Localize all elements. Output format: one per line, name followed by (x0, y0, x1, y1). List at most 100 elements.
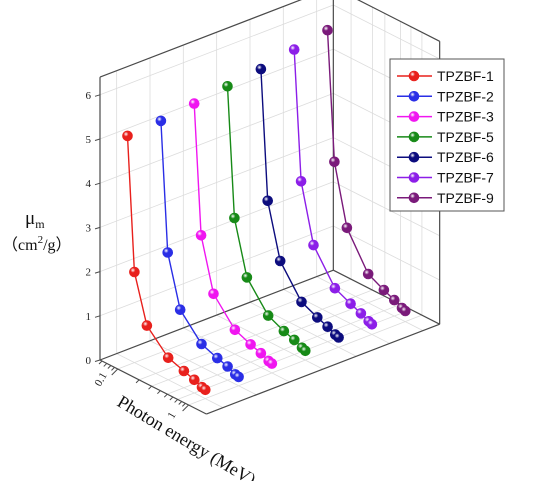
data-point (329, 156, 340, 168)
y-tick (94, 182, 101, 186)
data-point (129, 266, 140, 278)
data-point (241, 272, 253, 283)
x-minor-tick (135, 379, 140, 384)
data-point (262, 310, 274, 321)
data-point (255, 63, 267, 75)
data-point (278, 325, 290, 337)
series-tpzbf-9 (322, 24, 411, 317)
data-point (345, 298, 356, 310)
data-point (162, 247, 173, 258)
x-minor-tick (178, 401, 183, 405)
data-point (229, 212, 240, 224)
legend-item: TPZBF-7 (397, 170, 494, 186)
series-layer (122, 24, 411, 396)
x-minor-tick (163, 393, 168, 398)
y-axis-subscript: m (35, 217, 45, 231)
data-point (333, 332, 344, 343)
data-point (355, 308, 367, 319)
x-minor-tick (181, 403, 186, 407)
y-tick-label: 4 (86, 178, 92, 190)
y-tick-label: 3 (86, 222, 92, 234)
legend-label: TPZBF-3 (437, 109, 494, 125)
x-minor-tick (103, 363, 108, 367)
data-point (266, 358, 278, 369)
series-tpzbf-7 (288, 44, 378, 330)
y-axis-unit-sup: 2 (38, 234, 44, 246)
legend-marker (408, 192, 420, 204)
y-tick-label: 0 (86, 355, 92, 367)
data-point (141, 320, 153, 331)
y-tick (94, 226, 101, 230)
legend: TPZBF-1 TPZBF-2 TPZBF-3 TPZBF-5 TPZBF-6 TPZBF… (389, 58, 505, 212)
legend-frame (389, 58, 505, 212)
data-point (262, 195, 274, 207)
data-point (322, 24, 333, 36)
data-point (222, 361, 233, 372)
y-tick-label: 5 (86, 134, 92, 146)
y-tick-label: 6 (86, 90, 92, 102)
x-minor-tick (98, 360, 103, 365)
x-minor-tick (157, 390, 161, 395)
data-point (200, 384, 211, 396)
series-tpzbf-1 (122, 130, 211, 396)
y-tick (94, 315, 101, 318)
x-minor-tick (169, 396, 174, 401)
data-point (299, 345, 311, 357)
grid-line (167, 303, 401, 395)
legend-marker (408, 172, 420, 183)
data-point (288, 334, 300, 346)
data-point (229, 324, 241, 336)
data-point (245, 339, 256, 350)
data-point (296, 296, 307, 308)
x-minor-tick (174, 399, 178, 403)
x-axis-title: Photon energy (MeV) (113, 391, 259, 481)
data-point (222, 81, 233, 92)
data-point (155, 115, 167, 127)
legend-item: TPZBF-6 (397, 149, 494, 165)
y-tick (94, 138, 101, 141)
legend-marker (408, 131, 420, 143)
x-minor-tick (107, 365, 112, 369)
x-minor-tick (111, 367, 115, 371)
series-tpzbf-5 (222, 81, 311, 357)
grid-line (117, 278, 352, 370)
data-point (366, 318, 378, 330)
x-tick-label: 0.1 (92, 371, 109, 389)
y-axis-unit-tail: /g） (43, 236, 71, 254)
legend-marker (408, 91, 420, 102)
legend-label: TPZBF-6 (437, 149, 494, 165)
legend-label: TPZBF-1 (437, 68, 494, 84)
y-axis-unit-base: （cm (2, 236, 38, 254)
legend-item: TPZBF-2 (397, 88, 494, 104)
grid-line (151, 295, 386, 387)
grid-line (188, 314, 423, 406)
data-point (189, 374, 200, 386)
x-tick-label: 1 (165, 410, 178, 421)
series-tpzbf-2 (155, 115, 244, 383)
plot-box (99, 0, 441, 415)
legend-label: TPZBF-2 (437, 88, 494, 104)
series-line (160, 120, 240, 378)
data-point (362, 268, 374, 280)
data-point (308, 239, 319, 251)
y-tick (94, 359, 101, 362)
svg-text:μm: μm (25, 208, 45, 231)
legend-item: TPZBF-9 (397, 190, 494, 206)
data-point (162, 352, 174, 364)
y-axis-title: μm （cm2/g） (2, 208, 72, 254)
series-tpzbf-3 (188, 98, 278, 369)
data-point (174, 304, 186, 316)
svg-text:（cm2/g）: （cm2/g） (2, 234, 72, 254)
data-point (208, 288, 219, 300)
y-axis-symbol: μ (25, 208, 35, 229)
data-point (274, 255, 286, 267)
data-point (311, 312, 323, 323)
data-point (399, 305, 411, 317)
axis-ticks: 0 1 2 3 4 5 6 0.1 1 (86, 90, 189, 421)
box-edge (206, 323, 440, 415)
data-point (255, 347, 267, 359)
box-edge (333, 269, 440, 325)
data-point (188, 98, 200, 109)
